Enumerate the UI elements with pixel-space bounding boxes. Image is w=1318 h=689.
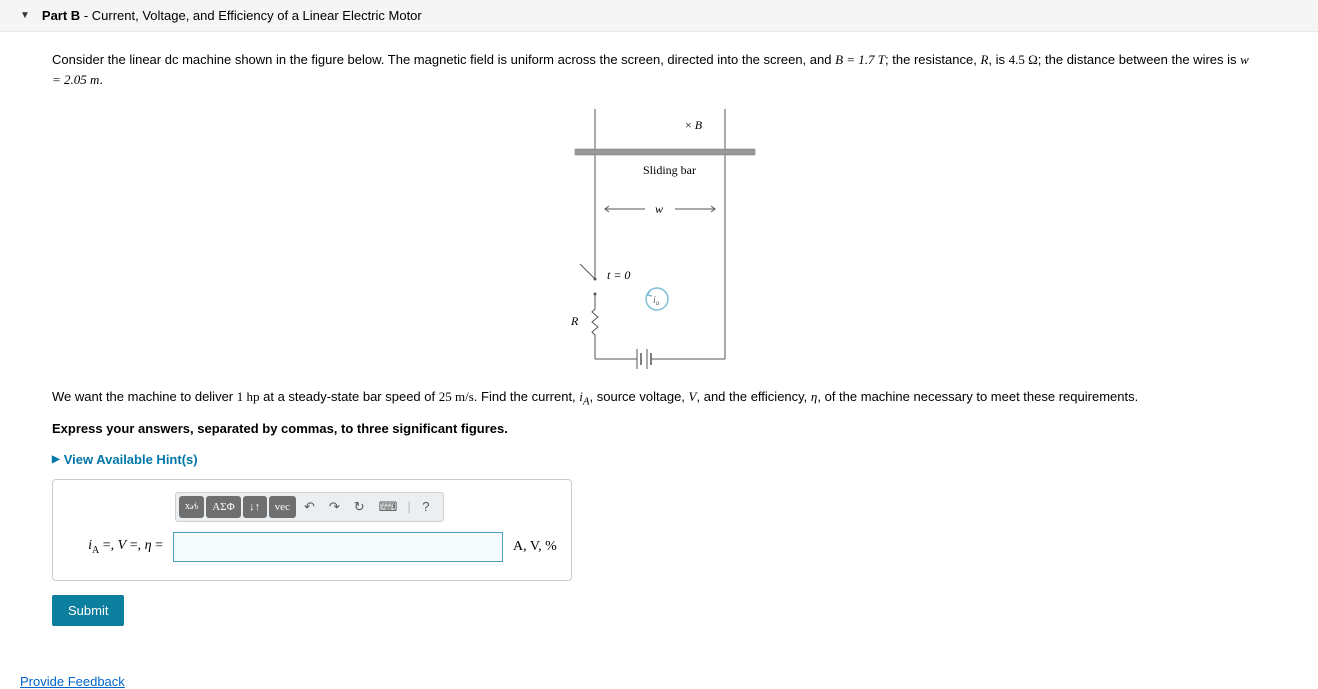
answer-input-row: iA =, V =, η = A, V, % (63, 532, 561, 562)
txt: We want the machine to deliver (52, 389, 237, 404)
txt: ; the distance between the wires is (1038, 52, 1240, 67)
keyboard-button[interactable]: ⌨ (373, 496, 404, 518)
txt: at a steady-state bar speed of (260, 389, 439, 404)
figure-container: × B Sliding bar w t = 0 R (52, 99, 1278, 369)
answer-input[interactable] (173, 532, 503, 562)
ia-symbol: iA (579, 389, 589, 404)
sliding-bar-label: Sliding bar (643, 163, 696, 177)
part-label: Part B (42, 8, 80, 23)
r-label: R (570, 314, 579, 328)
equation-toolbar: xa⁄b ΑΣΦ ↓↑ vec ↶ ↷ ↻ ⌨ | ? (175, 492, 444, 522)
speed-value: 25 m/s (439, 389, 474, 404)
undo-button[interactable]: ↶ (298, 496, 321, 518)
part-header: ▼ Part B - Current, Voltage, and Efficie… (0, 0, 1318, 32)
problem-intro: Consider the linear dc machine shown in … (52, 52, 835, 67)
circuit-figure: × B Sliding bar w t = 0 R (565, 99, 765, 369)
txt: , is (988, 52, 1008, 67)
feedback-link[interactable]: Provide Feedback (20, 674, 125, 689)
templates-button[interactable]: xa⁄b (179, 496, 204, 518)
submit-button[interactable]: Submit (52, 595, 124, 626)
collapse-caret-icon[interactable]: ▼ (20, 10, 30, 21)
separator: | (405, 499, 412, 514)
txt: . Find the current, (474, 389, 580, 404)
ia-label: ia (653, 295, 660, 307)
answer-box: xa⁄b ΑΣΦ ↓↑ vec ↶ ↷ ↻ ⌨ | ? iA =, V =, η… (52, 479, 572, 581)
hints-toggle[interactable]: ▶ View Available Hint(s) (52, 452, 198, 467)
txt: . (99, 72, 103, 87)
hints-label: View Available Hint(s) (64, 452, 198, 467)
answer-lhs: iA =, V =, η = (63, 538, 163, 556)
part-subtitle: - Current, Voltage, and Efficiency of a … (80, 8, 422, 23)
help-button[interactable]: ? (415, 496, 437, 518)
part-title: Part B - Current, Voltage, and Efficienc… (42, 8, 422, 23)
greek-button[interactable]: ΑΣΦ (206, 496, 240, 518)
txt: , source voltage, (590, 389, 689, 404)
txt: ; the resistance, (885, 52, 980, 67)
vector-button[interactable]: vec (269, 496, 296, 518)
question-text: We want the machine to deliver 1 hp at a… (52, 387, 1278, 411)
txt: , and the efficiency, (696, 389, 810, 404)
subsup-button[interactable]: ↓↑ (243, 496, 267, 518)
r-value: 4.5 Ω (1009, 52, 1038, 67)
b-field-label: × B (685, 118, 703, 132)
reset-button[interactable]: ↻ (348, 496, 371, 518)
answer-units: A, V, % (513, 539, 557, 555)
txt: , of the machine necessary to meet these… (817, 389, 1138, 404)
instructions: Express your answers, separated by comma… (52, 421, 1278, 436)
expand-caret-icon: ▶ (52, 454, 60, 465)
redo-button[interactable]: ↷ (323, 496, 346, 518)
lhs-rest: =, V =, η = (99, 538, 163, 553)
problem-statement: Consider the linear dc machine shown in … (52, 50, 1252, 89)
w-label: w (655, 202, 663, 216)
b-equation: B = 1.7 T (835, 52, 885, 67)
hp-value: 1 hp (237, 389, 260, 404)
content-area: Consider the linear dc machine shown in … (0, 32, 1318, 646)
t-zero-label: t = 0 (607, 268, 630, 282)
v-label: V (647, 366, 656, 369)
